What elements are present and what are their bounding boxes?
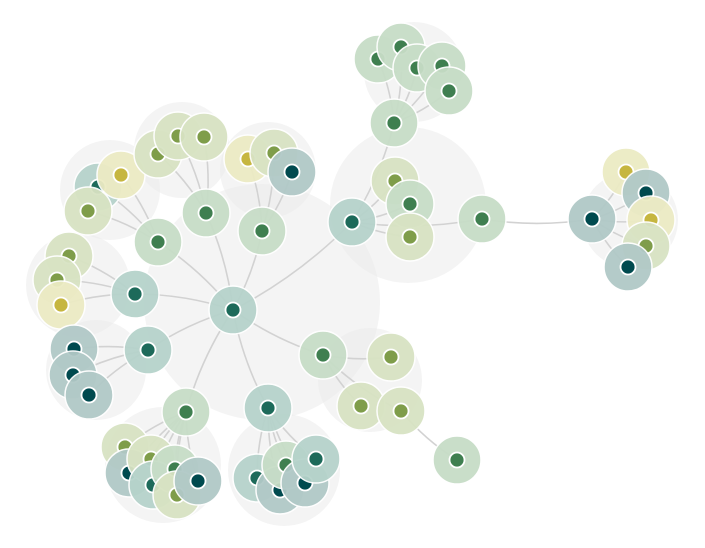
node-dot bbox=[253, 222, 271, 240]
node-a4[interactable] bbox=[110, 269, 160, 319]
node-k5[interactable] bbox=[424, 66, 474, 116]
node-dot bbox=[448, 451, 466, 469]
node-a3[interactable] bbox=[237, 206, 287, 256]
node-hub[interactable] bbox=[208, 285, 258, 335]
node-dot bbox=[440, 82, 458, 100]
node-dot bbox=[392, 402, 410, 420]
node-dot bbox=[382, 348, 400, 366]
node-dot bbox=[79, 202, 97, 220]
node-m[interactable] bbox=[457, 194, 507, 244]
node-dot bbox=[401, 228, 419, 246]
graph-nodes bbox=[32, 22, 676, 520]
node-dot bbox=[139, 341, 157, 359]
node-n5[interactable] bbox=[603, 242, 653, 292]
node-dot bbox=[195, 128, 213, 146]
node-dot bbox=[473, 210, 491, 228]
node-dot bbox=[314, 346, 332, 364]
node-a9[interactable] bbox=[327, 197, 377, 247]
node-c3[interactable] bbox=[179, 112, 229, 162]
node-dot bbox=[224, 301, 242, 319]
node-a6[interactable] bbox=[161, 387, 211, 437]
node-dot bbox=[352, 397, 370, 415]
node-i2[interactable] bbox=[336, 381, 386, 431]
node-dot bbox=[52, 296, 70, 314]
node-dot bbox=[197, 204, 215, 222]
node-a5[interactable] bbox=[123, 325, 173, 375]
node-f3[interactable] bbox=[64, 370, 114, 420]
node-e3[interactable] bbox=[36, 280, 86, 330]
node-d3[interactable] bbox=[267, 147, 317, 197]
node-dot bbox=[583, 210, 601, 228]
node-i3[interactable] bbox=[376, 386, 426, 436]
node-i1[interactable] bbox=[366, 332, 416, 382]
node-dot bbox=[283, 163, 301, 181]
node-b3[interactable] bbox=[63, 186, 113, 236]
node-h5[interactable] bbox=[291, 434, 341, 484]
node-dot bbox=[307, 450, 325, 468]
node-dot bbox=[149, 233, 167, 251]
node-dot bbox=[189, 472, 207, 490]
node-dot bbox=[385, 114, 403, 132]
node-dot bbox=[401, 195, 419, 213]
node-b2[interactable] bbox=[96, 150, 146, 200]
node-dot bbox=[177, 403, 195, 421]
node-a7[interactable] bbox=[243, 383, 293, 433]
node-dot bbox=[343, 213, 361, 231]
node-dot bbox=[80, 386, 98, 404]
node-dot bbox=[126, 285, 144, 303]
node-g7[interactable] bbox=[173, 456, 223, 506]
node-a8[interactable] bbox=[298, 330, 348, 380]
node-dot bbox=[619, 258, 637, 276]
node-dot bbox=[112, 166, 130, 184]
node-n[interactable] bbox=[567, 194, 617, 244]
node-k[interactable] bbox=[369, 98, 419, 148]
node-i4[interactable] bbox=[432, 435, 482, 485]
node-a2[interactable] bbox=[181, 188, 231, 238]
node-dot bbox=[259, 399, 277, 417]
node-j3[interactable] bbox=[385, 212, 435, 262]
node-a1[interactable] bbox=[133, 217, 183, 267]
